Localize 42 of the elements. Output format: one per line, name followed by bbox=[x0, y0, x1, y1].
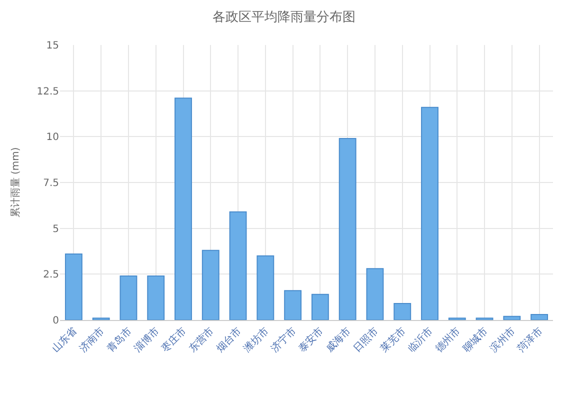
y-axis-title: 累计雨量 (mm) bbox=[10, 147, 22, 218]
bar bbox=[120, 276, 138, 320]
x-tick-label: 滨州市 bbox=[488, 325, 518, 355]
bar bbox=[174, 98, 192, 320]
bar bbox=[311, 294, 329, 320]
y-tick-label: 0 bbox=[52, 316, 59, 326]
x-tick-label: 东营市 bbox=[186, 325, 216, 355]
bar bbox=[503, 316, 521, 320]
x-tick-label: 济南市 bbox=[77, 325, 107, 355]
x-tick-label: 潍坊市 bbox=[241, 325, 272, 355]
x-tick-label: 泰安市 bbox=[296, 325, 326, 355]
x-tick-label: 烟台市 bbox=[214, 325, 244, 355]
x-tick-label: 菏泽市 bbox=[515, 325, 545, 355]
x-tick-label: 威海市 bbox=[324, 325, 354, 355]
x-tick-label: 聊城市 bbox=[460, 325, 490, 355]
y-tick-label: 2.5 bbox=[43, 270, 59, 281]
x-tick-label: 德州市 bbox=[433, 325, 463, 355]
x-tick-label: 莱芜市 bbox=[378, 325, 408, 355]
x-tick-label: 临沂市 bbox=[406, 325, 436, 355]
x-tick-label: 淄博市 bbox=[132, 325, 162, 355]
bar bbox=[147, 276, 165, 320]
bar bbox=[202, 250, 220, 320]
y-tick-label: 5 bbox=[52, 224, 59, 235]
y-tick-label: 12.5 bbox=[36, 86, 59, 98]
x-tick-label: 枣庄市 bbox=[159, 325, 189, 355]
bar bbox=[394, 303, 412, 320]
bar bbox=[64, 254, 82, 320]
bar bbox=[338, 138, 356, 320]
bar bbox=[284, 290, 302, 320]
x-tick-label: 日照市 bbox=[350, 325, 381, 355]
bar bbox=[256, 255, 274, 320]
y-tick-label: 15 bbox=[46, 40, 59, 52]
x-tick-label: 青岛市 bbox=[104, 325, 134, 355]
x-tick-label: 济宁市 bbox=[268, 325, 298, 355]
y-tick-label: 7.5 bbox=[43, 178, 59, 189]
bar bbox=[229, 211, 247, 320]
x-tick-label: 山东省 bbox=[50, 325, 80, 355]
chart-title: 各政区平均降雨量分布图 bbox=[212, 10, 356, 26]
bar bbox=[421, 106, 438, 320]
bar bbox=[366, 268, 384, 320]
bar bbox=[530, 314, 548, 320]
y-tick-label: 10 bbox=[46, 132, 59, 144]
